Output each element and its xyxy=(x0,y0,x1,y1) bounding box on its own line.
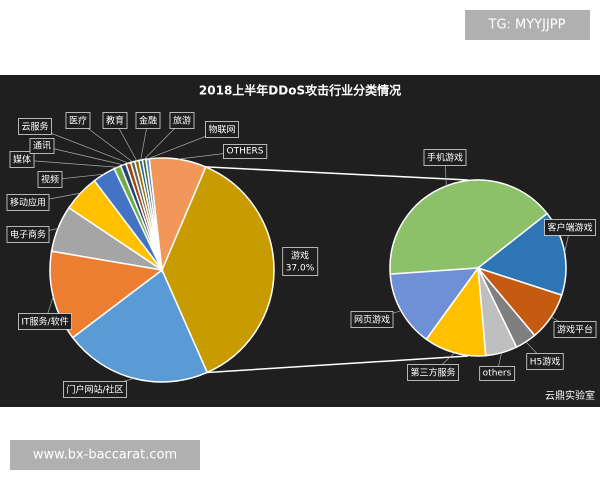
connector xyxy=(205,166,469,181)
label-box xyxy=(63,381,127,398)
slice-label: 网页游戏 xyxy=(354,314,390,326)
slice-label: 游戏平台 xyxy=(557,324,593,336)
chart-title: 2018上半年DDoS攻击行业分类情况 xyxy=(199,83,401,98)
label-box xyxy=(553,321,597,338)
label-box xyxy=(350,311,394,328)
slice-label: 视频 xyxy=(41,174,59,186)
label-box xyxy=(407,364,459,381)
slice-label: 门户网站/社区 xyxy=(66,384,123,396)
label-box xyxy=(6,226,50,243)
label-box xyxy=(65,112,91,129)
slice-label: 金融 xyxy=(139,115,157,127)
label-box xyxy=(18,313,72,330)
slice-label: 通讯 xyxy=(33,141,51,152)
slice-label: 客户端游戏 xyxy=(547,222,592,234)
pie-slice xyxy=(148,157,207,273)
tag-box xyxy=(465,10,590,40)
slice-label: H5游戏 xyxy=(530,356,561,368)
label-box xyxy=(169,112,195,129)
slice-label: 移动应用 xyxy=(10,197,46,209)
slice-label: 云服务 xyxy=(21,121,48,133)
slice-label: 手机游戏 xyxy=(427,152,463,164)
slice-label: 游戏 xyxy=(291,250,309,262)
label-box xyxy=(205,121,239,138)
pie-slice xyxy=(389,179,549,275)
pie-slice xyxy=(161,165,275,374)
slice-label: 物联网 xyxy=(208,124,235,136)
leader-line xyxy=(41,145,124,166)
slice-label: 电子商务 xyxy=(10,229,46,241)
slice-label: 教育 xyxy=(106,115,124,127)
label-box xyxy=(37,171,63,188)
value-label: 37.0% xyxy=(286,264,315,274)
leader-line xyxy=(21,159,118,168)
connector xyxy=(207,355,469,374)
site-text: www.bx-baccarat.com xyxy=(33,448,177,463)
slice-label: 媒体 xyxy=(13,154,31,166)
label-box xyxy=(102,112,128,129)
slice-label: 旅游 xyxy=(173,115,191,127)
pie-slice xyxy=(425,265,487,357)
slice-label: 医疗 xyxy=(69,115,87,127)
slice-label: others xyxy=(483,369,512,379)
label-box xyxy=(423,149,467,166)
slice-label: 第三方服务 xyxy=(410,367,455,379)
label-box xyxy=(135,112,161,129)
slice-label: OTHERS xyxy=(226,147,263,157)
label-box xyxy=(526,353,564,370)
label-box xyxy=(544,219,596,236)
site-box xyxy=(10,440,200,470)
label-box xyxy=(29,138,55,154)
source: 云鼎实验室 xyxy=(545,389,595,402)
pie-slice xyxy=(49,250,164,339)
label-box xyxy=(479,366,516,381)
label-box xyxy=(18,118,52,135)
slice-label: IT服务/软件 xyxy=(21,316,68,328)
label-box xyxy=(223,144,268,159)
label-box xyxy=(9,151,35,168)
tag-text: TG: MYYJJPP xyxy=(488,18,566,33)
pie-slice xyxy=(71,268,209,383)
label-box xyxy=(282,247,319,276)
label-box xyxy=(6,194,50,211)
